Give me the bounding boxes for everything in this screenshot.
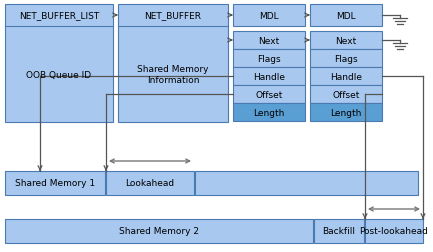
Bar <box>314 219 364 243</box>
Text: Next: Next <box>336 36 357 45</box>
Text: Length: Length <box>253 108 284 117</box>
Text: Next: Next <box>259 36 280 45</box>
Bar <box>233 5 305 27</box>
Text: OOB Queue ID: OOB Queue ID <box>26 70 91 79</box>
Text: MDL: MDL <box>336 11 356 20</box>
Text: NET_BUFFER: NET_BUFFER <box>145 11 201 20</box>
Bar <box>310 50 382 68</box>
Text: Shared Memory 1: Shared Memory 1 <box>15 179 95 188</box>
Bar <box>365 219 423 243</box>
Bar <box>310 32 382 50</box>
Bar <box>310 5 382 27</box>
Bar <box>310 86 382 104</box>
Bar <box>310 104 382 121</box>
Text: Offset: Offset <box>332 90 360 99</box>
Bar <box>195 171 418 195</box>
Text: Handle: Handle <box>253 72 285 81</box>
Bar <box>233 68 305 86</box>
Bar <box>310 68 382 86</box>
Bar <box>233 50 305 68</box>
Bar <box>118 5 228 122</box>
Text: Backfill: Backfill <box>323 227 355 236</box>
Bar <box>106 171 194 195</box>
Text: Offset: Offset <box>255 90 283 99</box>
Text: Shared Memory
Information: Shared Memory Information <box>137 65 209 84</box>
Text: NET_BUFFER_LIST: NET_BUFFER_LIST <box>19 11 99 20</box>
Text: Length: Length <box>330 108 362 117</box>
Bar <box>5 5 113 122</box>
Text: Lookahead: Lookahead <box>126 179 174 188</box>
Text: Flags: Flags <box>257 54 281 63</box>
Text: Post-lookahead: Post-lookahead <box>359 227 428 236</box>
Text: Shared Memory 2: Shared Memory 2 <box>119 227 199 236</box>
Text: Handle: Handle <box>330 72 362 81</box>
Bar <box>233 86 305 104</box>
Text: Flags: Flags <box>334 54 358 63</box>
Bar <box>233 104 305 121</box>
Bar <box>233 32 305 50</box>
Text: MDL: MDL <box>259 11 279 20</box>
Bar <box>5 219 313 243</box>
Bar <box>5 171 105 195</box>
